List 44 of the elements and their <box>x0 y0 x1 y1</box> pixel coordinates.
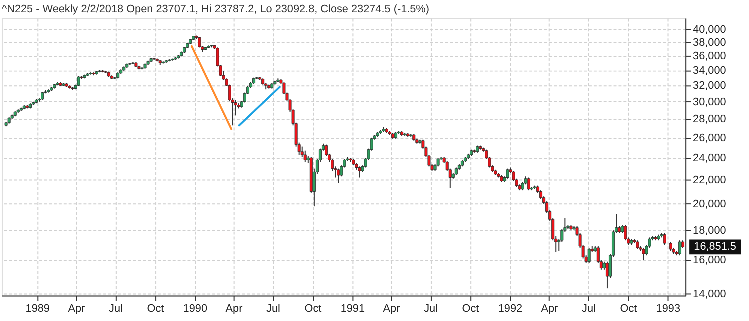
x-tick-label: 1991 <box>340 303 366 316</box>
x-tick-label: 1990 <box>183 303 208 316</box>
x-tick-label: 1993 <box>656 303 680 316</box>
x-tick-label: Jul <box>424 303 438 316</box>
candlestick <box>506 168 510 180</box>
candlestick <box>663 232 666 246</box>
x-tick-label: Apr <box>68 303 86 316</box>
y-tick-label: 34,000 <box>693 64 726 77</box>
candlestick <box>77 76 80 87</box>
x-tick-label: Oct <box>147 303 164 316</box>
text: 16,851.5 <box>694 241 736 254</box>
candlestick <box>588 247 591 264</box>
x-tick-label: Oct <box>620 303 638 316</box>
y-tick-label: 40,000 <box>693 24 726 36</box>
y-tick-label: 22,000 <box>693 174 726 186</box>
x-tick-label: Jul <box>266 303 280 316</box>
x-tick-label: Jul <box>109 303 123 316</box>
x-tick-label: Apr <box>541 303 559 316</box>
y-tick-label: 26,000 <box>693 132 726 144</box>
x-tick-label: Oct <box>462 303 480 316</box>
candlestick <box>527 177 530 192</box>
x-tick-label: 1989 <box>26 303 50 316</box>
candlestick <box>358 166 362 178</box>
candlestick <box>337 168 340 184</box>
candlestick <box>304 150 307 163</box>
x-tick-label: 1992 <box>498 303 523 316</box>
y-tick-label: 38,000 <box>693 36 726 49</box>
y-tick-label: 36,000 <box>693 50 726 62</box>
y-tick-label: 14,000 <box>693 288 726 300</box>
x-tick-label: Jul <box>582 303 596 316</box>
x-tick-label: Apr <box>226 303 244 316</box>
y-tick-label: 16,000 <box>693 254 726 267</box>
y-tick-label: 18,000 <box>693 225 726 238</box>
candlestick <box>678 240 682 256</box>
chart-title: ^N225 - Weekly 2/2/2018 Open 23707.1, Hi 23787.2, Lo 23092.8, Close 23274.5 (-1.5%) <box>2 3 430 16</box>
y-tick-label: 28,000 <box>693 114 726 126</box>
x-tick-label: Apr <box>383 303 401 316</box>
candlestick <box>624 224 628 242</box>
y-tick-label: 20,000 <box>693 198 726 211</box>
x-tick-label: Oct <box>304 303 322 316</box>
y-tick-label: 30,000 <box>693 96 726 108</box>
y-tick-label: 32,000 <box>693 80 726 92</box>
candlestick <box>642 247 646 261</box>
y-tick-label: 24,000 <box>693 152 726 165</box>
